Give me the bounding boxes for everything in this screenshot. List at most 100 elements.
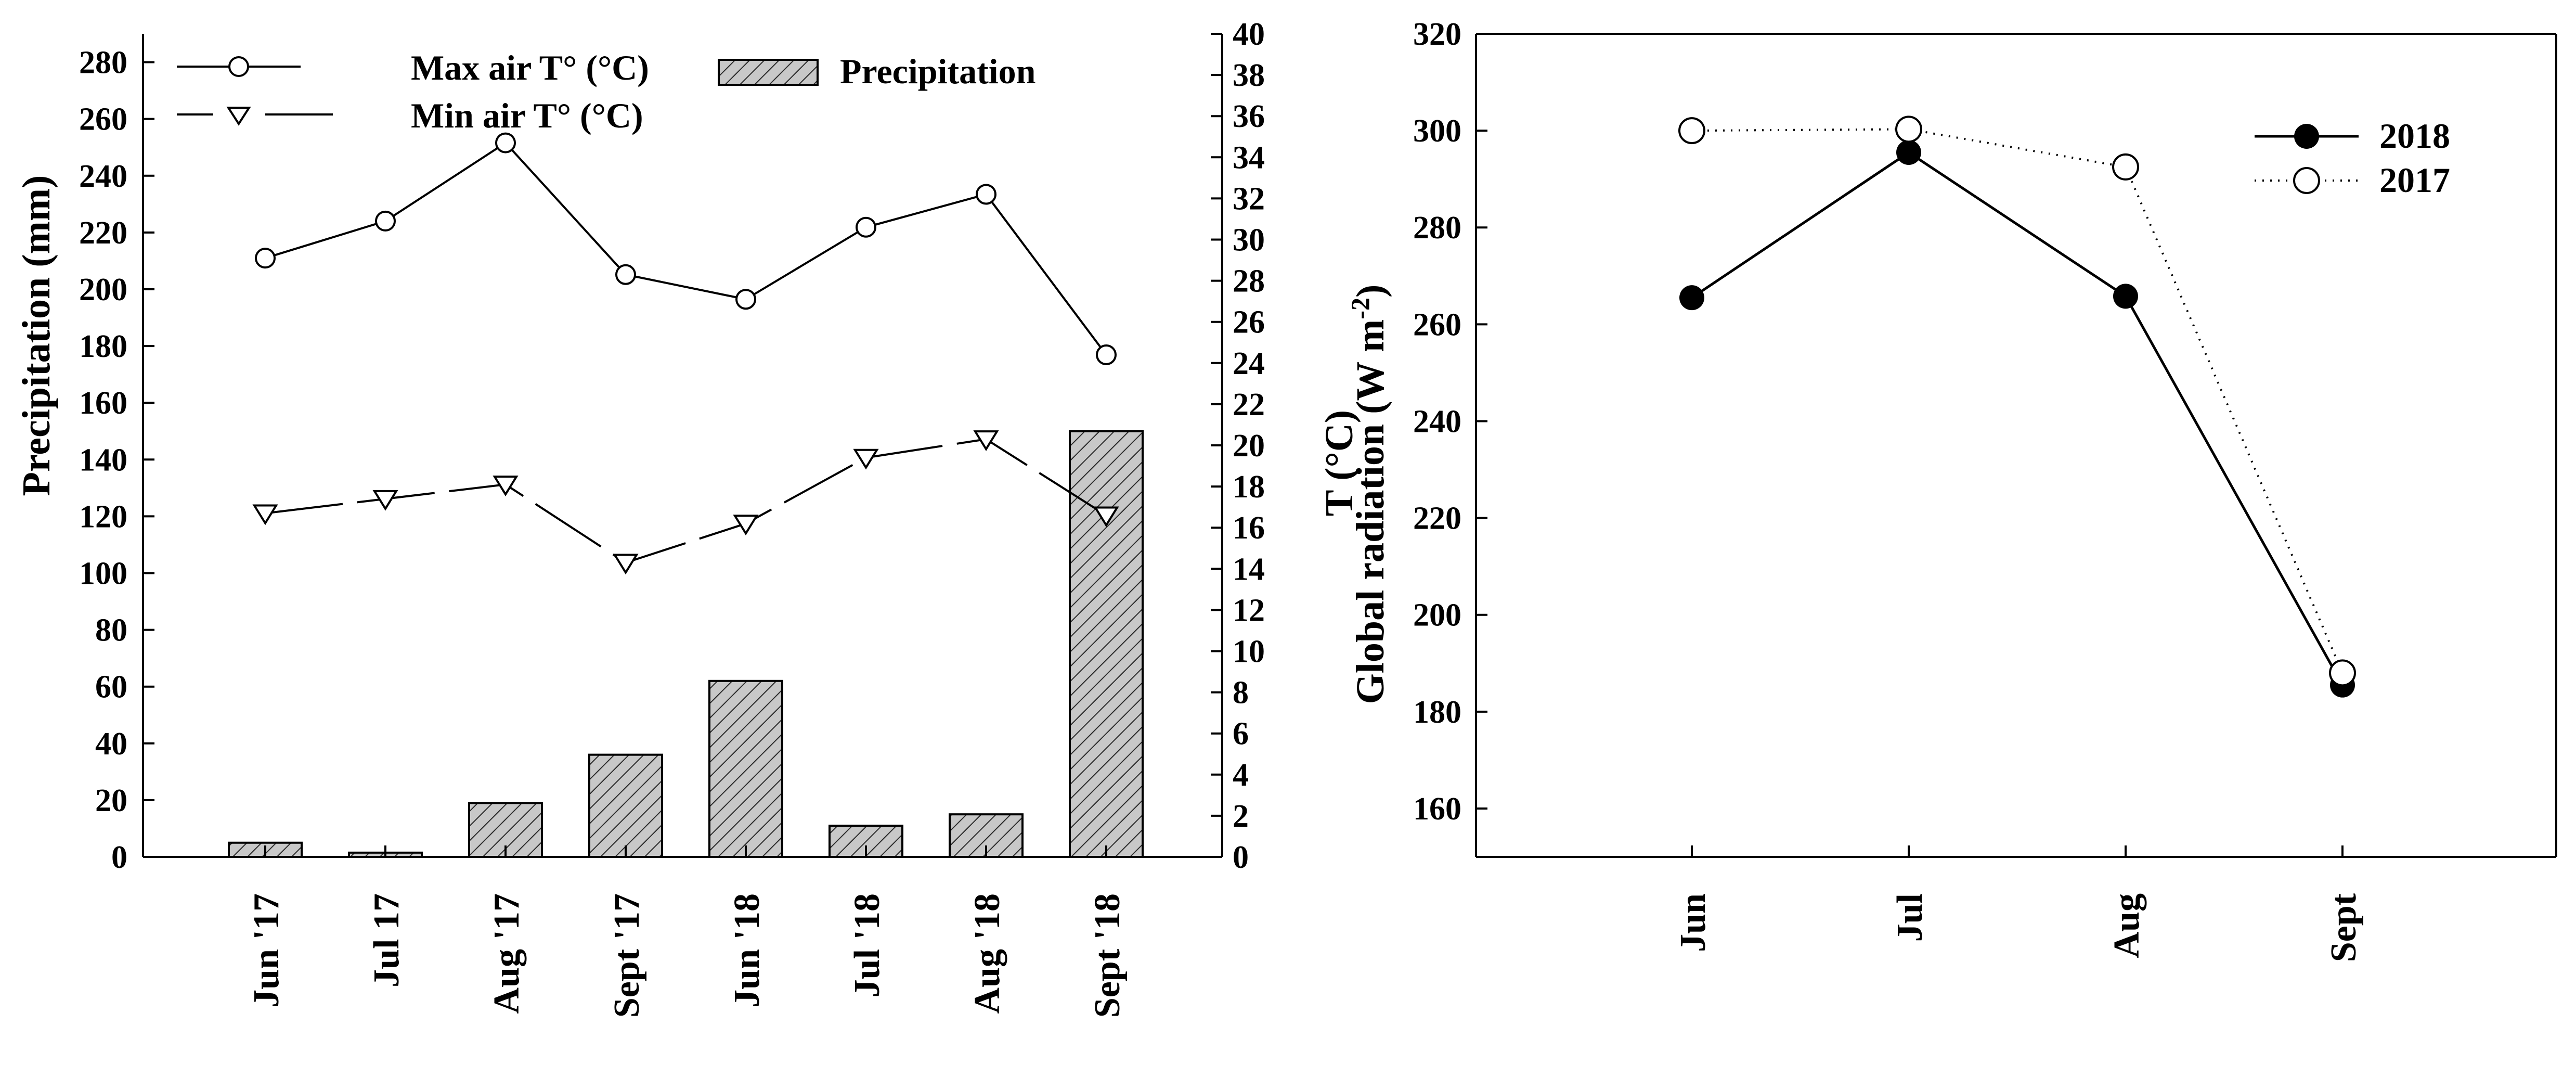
max-temperature-point-sept-17 (615, 264, 636, 285)
legend-min-marker (226, 107, 251, 126)
max-temperature-point-jul-18 (856, 216, 876, 238)
precipitation-tick-label: 140 (79, 442, 127, 478)
weather-x-tick-label: Jun '18 (727, 893, 767, 1008)
precipitation-tick-label: 40 (95, 726, 127, 762)
min-temperature-point-jun-17 (252, 504, 278, 525)
weather-x-tick-label: Aug '17 (487, 893, 527, 1014)
radiation-lines (1678, 116, 2356, 698)
temperature-tick-label: 30 (1233, 223, 1265, 258)
temperature-tick-label: 18 (1233, 469, 1265, 505)
temperature-lines (252, 132, 1119, 575)
radiation-2018-line (1691, 150, 2344, 686)
legend-2017-label: 2017 (2379, 160, 2450, 200)
weather-x-tick-label: Sept '18 (1088, 893, 1128, 1018)
radiation-x-tick-label: Aug (2107, 893, 2147, 958)
radiation-tick-label: 260 (1413, 307, 1461, 342)
max-temperature-point-jun-18 (735, 289, 756, 310)
temperature-tick-label: 0 (1233, 840, 1249, 875)
precipitation-tick-label: 100 (79, 556, 127, 591)
temperature-tick-label: 38 (1233, 58, 1265, 93)
radiation-legend: 2018 2017 (2255, 116, 2450, 200)
temperature-tick-label: 40 (1233, 17, 1265, 52)
min-temperature-point-jun-18 (733, 515, 759, 536)
legend-min-label: Min air T° (°C) (411, 96, 643, 135)
temperature-axis-title: T (°C) (1317, 410, 1361, 516)
precipitation-bar-sept-17 (588, 753, 663, 858)
legend-2018-label: 2018 (2379, 116, 2450, 156)
temperature-tick-label: 20 (1233, 428, 1265, 464)
precipitation-bars (228, 430, 1144, 858)
weather-chart-ticks: 0204060801001201401601802002202402602800… (79, 17, 1265, 1018)
temperature-tick-label: 22 (1233, 387, 1265, 422)
max-temperature-point-sept-18 (1096, 344, 1117, 365)
weather-x-tick-label: Jul 17 (367, 893, 407, 988)
max-temperature-point-jun-17 (255, 248, 276, 269)
legend-max-label: Max air T° (°C) (411, 48, 649, 87)
radiation-tick-label: 320 (1413, 17, 1461, 52)
weather-x-tick-label: Jun '17 (247, 893, 287, 1008)
radiation-tick-label: 300 (1413, 113, 1461, 149)
max-temperature-point-aug-17 (495, 132, 516, 153)
precipitation-tick-label: 120 (79, 499, 127, 534)
precipitation-tick-label: 220 (79, 215, 127, 251)
max-temperature-point-aug-18 (976, 184, 996, 205)
radiation-x-tick-label: Jun (1673, 893, 1713, 952)
radiation-2017-point-aug (2112, 153, 2139, 181)
max-temperature-line (265, 142, 1107, 356)
radiation-2017-point-sept (2329, 659, 2356, 687)
temperature-tick-label: 28 (1233, 264, 1265, 299)
temperature-tick-label: 34 (1233, 140, 1265, 175)
weather-x-tick-label: Aug '18 (967, 893, 1007, 1014)
temperature-tick-label: 6 (1233, 716, 1249, 752)
precipitation-tick-label: 180 (79, 329, 127, 364)
radiation-tick-label: 240 (1413, 404, 1461, 439)
min-temperature-point-jul-17 (372, 490, 398, 511)
radiation-tick-label: 220 (1413, 501, 1461, 536)
temperature-tick-label: 26 (1233, 305, 1265, 340)
precipitation-tick-label: 260 (79, 102, 127, 137)
radiation-axis-title-tail: ) (1349, 285, 1392, 298)
radiation-axis-title-main: Global radiation (W m (1349, 319, 1392, 704)
radiation-2017-line (1691, 128, 2344, 674)
precipitation-tick-label: 20 (95, 783, 127, 818)
weather-chart-panel: 0204060801001201401601802002202402602800… (15, 17, 1361, 1018)
radiation-2018-point-aug (2113, 284, 2138, 309)
weather-chart-axes (142, 34, 1223, 858)
radiation-tick-label: 280 (1413, 210, 1461, 246)
precipitation-tick-label: 200 (79, 272, 127, 307)
precipitation-tick-label: 240 (79, 159, 127, 194)
legend-max-marker (228, 56, 249, 77)
radiation-2018-point-jul (1896, 139, 1921, 165)
temperature-tick-label: 36 (1233, 99, 1265, 134)
legend-2018-marker (2294, 124, 2319, 149)
temperature-tick-label: 2 (1233, 799, 1249, 834)
min-temperature-point-sept-18 (1093, 506, 1119, 528)
weather-x-tick-label: Jul '18 (847, 893, 887, 997)
temperature-tick-label: 16 (1233, 510, 1265, 546)
precipitation-bar-jun-18 (708, 679, 783, 858)
radiation-chart-axes (1475, 33, 2557, 858)
max-temperature-point-jul-17 (375, 210, 396, 232)
legend-precip-label: Precipitation (840, 52, 1035, 91)
precipitation-bar-sept-18 (1069, 430, 1144, 858)
legend-precip-swatch (718, 59, 819, 86)
radiation-tick-label: 200 (1413, 598, 1461, 633)
temperature-tick-label: 10 (1233, 634, 1265, 670)
min-temperature-point-aug-18 (973, 430, 999, 451)
min-temperature-point-sept-17 (613, 554, 639, 575)
weather-legend: Max air T° (°C) Min air T° (°C) Precipit… (177, 48, 1035, 135)
radiation-2018-point-jun (1679, 285, 1704, 311)
temperature-tick-label: 8 (1233, 675, 1249, 711)
min-temperature-line (265, 438, 1107, 564)
radiation-chart-panel: 160 180 200 220 240 260 280 300 320 Jun Jul Aug Sept… (1345, 17, 2557, 962)
precipitation-tick-label: 80 (95, 613, 127, 648)
precipitation-tick-label: 60 (95, 670, 127, 705)
radiation-x-tick-label: Jul (1890, 893, 1930, 942)
temperature-tick-label: 32 (1233, 181, 1265, 216)
precipitation-tick-label: 160 (79, 386, 127, 421)
temperature-tick-label: 12 (1233, 593, 1265, 628)
radiation-tick-label: 160 (1413, 791, 1461, 827)
precipitation-axis-title: Precipitation (mm) (15, 175, 58, 496)
radiation-axis-title: Global radiation (W m-2) (1345, 285, 1392, 704)
